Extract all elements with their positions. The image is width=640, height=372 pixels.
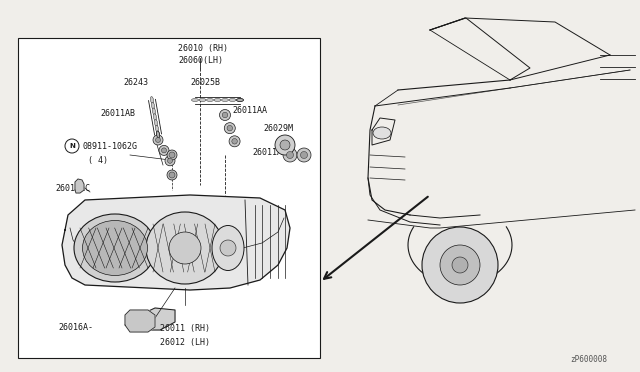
Text: 26025B: 26025B [190,77,220,87]
Ellipse shape [150,97,154,103]
Circle shape [224,123,236,134]
Ellipse shape [156,125,159,132]
Circle shape [169,172,175,178]
Text: 26011AB: 26011AB [100,109,135,118]
Circle shape [153,135,163,145]
Ellipse shape [237,99,243,102]
Text: 26060(LH): 26060(LH) [178,55,223,64]
Text: zP600008: zP600008 [570,356,607,365]
Ellipse shape [83,221,147,276]
Circle shape [156,138,161,142]
Circle shape [283,148,297,162]
Ellipse shape [157,131,159,138]
Circle shape [159,145,169,155]
Ellipse shape [214,99,221,102]
Ellipse shape [237,99,243,102]
Ellipse shape [212,225,244,270]
Polygon shape [140,308,175,330]
Text: 26016A-: 26016A- [58,324,93,333]
Ellipse shape [154,114,157,121]
Text: 26010 (RH): 26010 (RH) [178,44,228,52]
Text: 26011AC: 26011AC [55,183,90,192]
Text: 26243: 26243 [123,77,148,87]
Circle shape [220,240,236,256]
Circle shape [287,151,294,158]
Circle shape [169,232,201,264]
Polygon shape [125,310,155,332]
Circle shape [220,109,230,121]
Text: 26011AA: 26011AA [232,106,267,115]
Bar [18,38,320,358]
Text: ( 4): ( 4) [88,155,108,164]
Ellipse shape [157,131,159,138]
Circle shape [275,135,295,155]
Text: 08911-1062G: 08911-1062G [82,141,137,151]
Ellipse shape [74,214,156,282]
Text: 26012 (LH): 26012 (LH) [160,337,210,346]
Polygon shape [75,179,84,193]
Ellipse shape [191,99,198,102]
Text: 26011A: 26011A [252,148,282,157]
Circle shape [280,140,290,150]
Text: 26011 (RH): 26011 (RH) [160,324,210,333]
Circle shape [422,227,498,303]
Circle shape [165,156,175,166]
Ellipse shape [152,108,156,115]
Ellipse shape [199,99,206,102]
Circle shape [167,150,177,160]
Text: 26029M: 26029M [263,124,293,132]
Circle shape [222,112,228,118]
Circle shape [301,151,307,158]
Circle shape [452,257,468,273]
Circle shape [65,139,79,153]
Ellipse shape [154,119,157,126]
Circle shape [161,148,166,153]
Ellipse shape [207,99,214,102]
Circle shape [168,158,173,163]
Ellipse shape [152,102,155,109]
Circle shape [229,136,240,147]
Circle shape [169,152,175,158]
Circle shape [227,125,232,131]
Polygon shape [62,195,290,290]
Circle shape [232,138,237,144]
Text: N: N [69,143,75,149]
Circle shape [297,148,311,162]
Ellipse shape [146,212,224,284]
Circle shape [167,170,177,180]
Circle shape [440,245,480,285]
Ellipse shape [373,127,391,139]
Ellipse shape [229,99,236,102]
Ellipse shape [221,99,228,102]
